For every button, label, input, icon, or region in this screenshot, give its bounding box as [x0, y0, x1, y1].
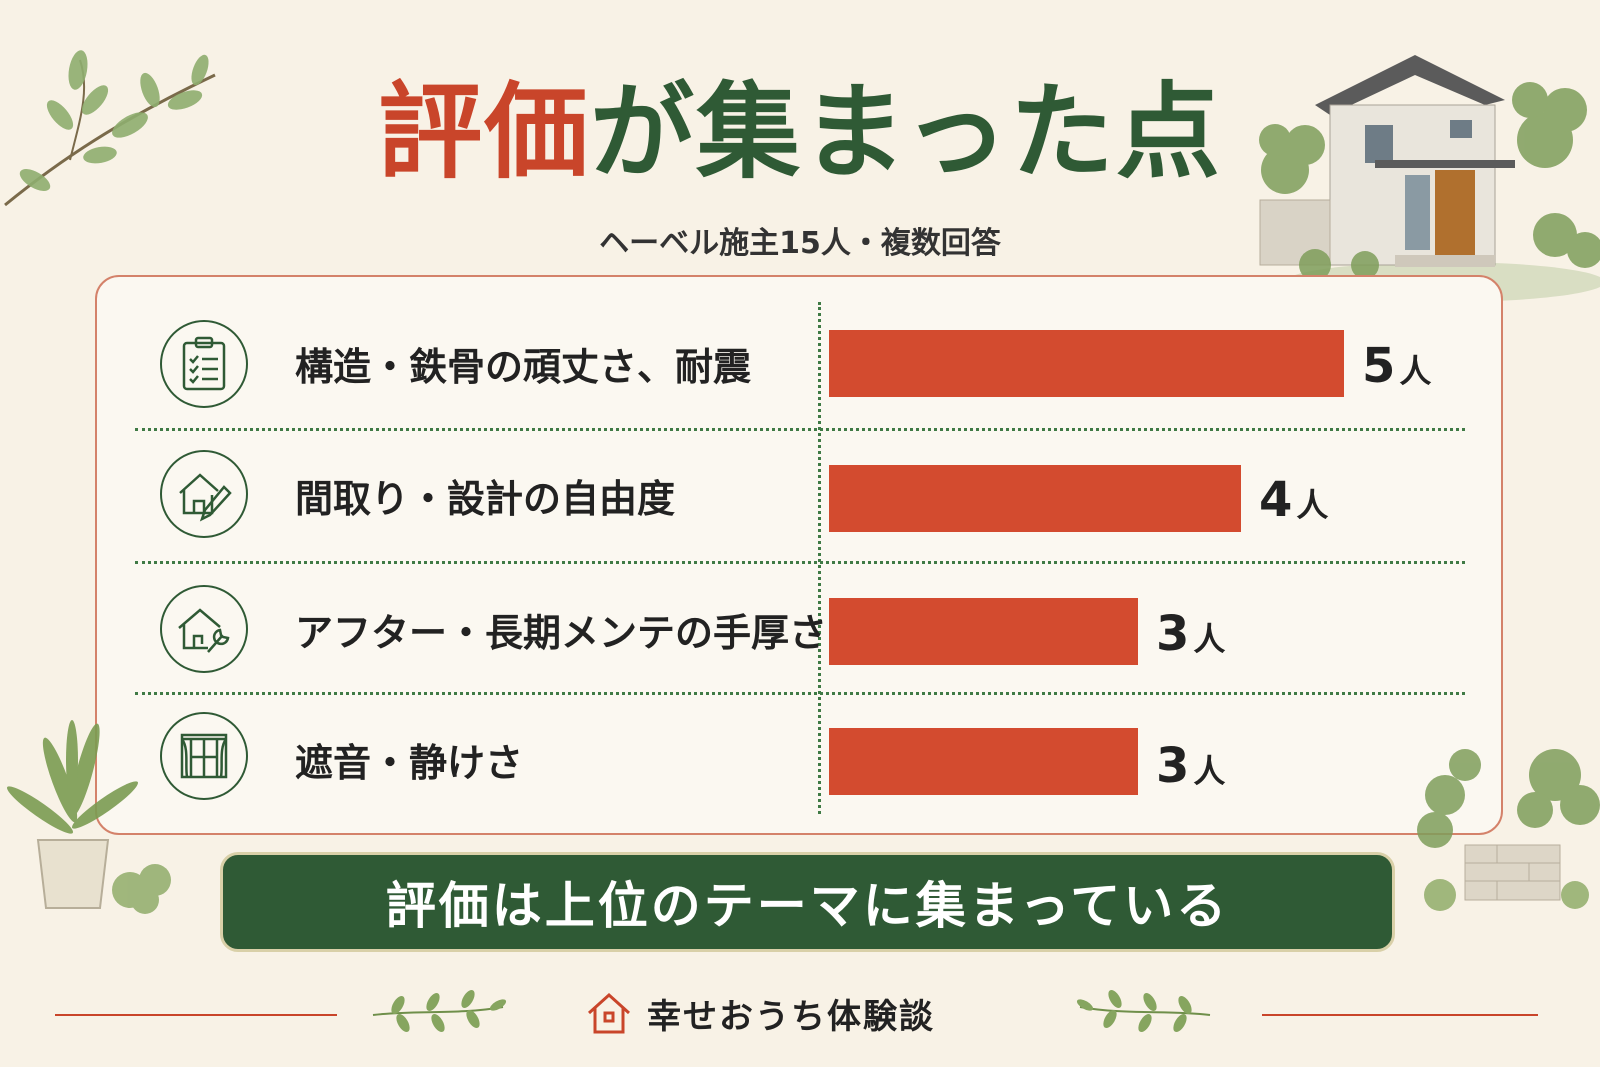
potted-plant-illustration	[6, 720, 171, 914]
house-logo-icon	[587, 992, 631, 1034]
house-wrench-icon	[160, 585, 248, 673]
leaf-sprig-right	[1076, 989, 1211, 1033]
row-label: 遮音・静けさ	[295, 741, 524, 785]
footer-rule-left	[55, 1014, 337, 1016]
value-number: 4	[1259, 472, 1293, 528]
value-number: 3	[1156, 606, 1190, 662]
house-pencil-icon	[160, 450, 248, 538]
row-label: 間取り・設計の自由度	[295, 477, 676, 521]
clipboard-checklist-icon	[160, 320, 248, 408]
branch-illustration	[4, 50, 216, 207]
row-divider	[135, 561, 1465, 564]
bar	[829, 465, 1241, 532]
bar	[829, 728, 1138, 795]
banner-text: 評価は上位のテーマに集まっている	[385, 877, 1230, 935]
row-label: 構造・鉄骨の頑丈さ、耐震	[295, 345, 752, 389]
page-title: 評価が集まった点	[0, 70, 1600, 195]
subtitle: ヘーベル施主15人・複数回答	[599, 226, 1001, 261]
row-divider	[135, 692, 1465, 695]
conclusion-banner: 評価は上位のテーマに集まっている	[220, 852, 1395, 952]
footer-rule-right	[1262, 1014, 1538, 1016]
garden-illustration	[1417, 749, 1600, 911]
leaf-sprig-left	[372, 989, 507, 1033]
value-number: 3	[1156, 738, 1190, 794]
brand-name: 幸せおうち体験談	[647, 996, 935, 1037]
title-accent: 評価	[378, 71, 591, 193]
row-divider	[135, 428, 1465, 431]
row-label: アフター・長期メンテの手厚さ	[295, 611, 828, 655]
value-unit: 人	[1193, 752, 1226, 790]
title-main: が集まった点	[590, 71, 1222, 193]
column-divider	[818, 302, 821, 814]
footer-brand: 幸せおうち体験談	[585, 985, 935, 1041]
value-number: 5	[1362, 338, 1396, 394]
value-unit: 人	[1193, 620, 1226, 658]
window-curtain-icon	[160, 712, 248, 800]
value-unit: 人	[1296, 486, 1329, 524]
bar	[829, 598, 1138, 665]
value-unit: 人	[1399, 352, 1432, 390]
bar	[829, 330, 1344, 397]
